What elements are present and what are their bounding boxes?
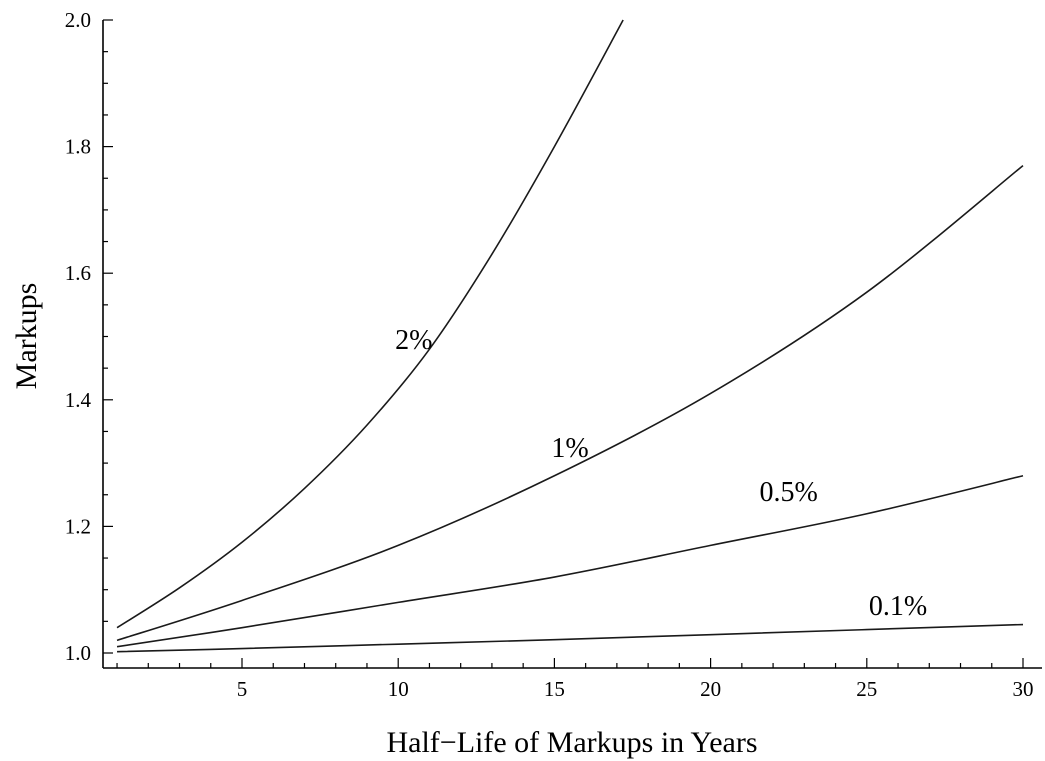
y-axis-title: Markups	[10, 283, 43, 390]
y-tick-label: 1.8	[65, 135, 91, 159]
x-tick-label: 25	[856, 677, 877, 701]
x-tick-label: 20	[700, 677, 721, 701]
y-tick-label: 1.6	[65, 261, 91, 285]
curve-2pct	[116, 19, 624, 629]
x-tick-label: 30	[1013, 677, 1034, 701]
y-tick-label: 1.4	[65, 388, 92, 412]
curves	[116, 19, 1024, 653]
curve-1pct	[116, 164, 1024, 642]
x-axis-ticks: 5 10 15 20 25 30	[116, 658, 1034, 701]
curve-0-5pct	[116, 474, 1024, 648]
curve-label: 1%	[551, 433, 588, 464]
curve-label: 0.1%	[869, 591, 927, 622]
y-tick-label: 2.0	[65, 8, 91, 32]
x-tick-label: 10	[388, 677, 409, 701]
y-axis-ticks: 1.0 1.2 1.4 1.6 1.8 2.0	[65, 8, 113, 665]
curve-0-1pct	[117, 623, 1024, 653]
x-tick-label: 15	[544, 677, 565, 701]
curve-labels: 2% 1% 0.5% 0.1%	[395, 325, 927, 622]
y-tick-label: 1.0	[65, 641, 91, 665]
x-tick-label: 5	[237, 677, 248, 701]
y-tick-label: 1.2	[65, 514, 91, 538]
curve-label: 2%	[395, 325, 432, 356]
curve-label: 0.5%	[760, 477, 818, 508]
x-axis-title: Half−Life of Markups in Years	[386, 726, 757, 759]
